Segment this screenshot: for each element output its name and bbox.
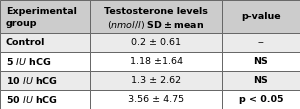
Text: group: group (6, 19, 38, 28)
Text: p < 0.05: p < 0.05 (239, 95, 283, 104)
Text: $\mathbf{5}$ $\mathit{IU}$ $\mathbf{hCG}$: $\mathbf{5}$ $\mathit{IU}$ $\mathbf{hCG}… (6, 56, 51, 67)
Bar (90, 71, 222, 90)
Text: 1.3 ± 2.62: 1.3 ± 2.62 (131, 76, 181, 85)
Text: p-value: p-value (241, 12, 281, 21)
Bar (0, 33, 90, 52)
Text: NS: NS (254, 76, 268, 85)
Bar (90, 52, 222, 71)
Bar (222, 71, 300, 90)
Text: Control: Control (6, 38, 45, 47)
Text: $\mathbf{50}$ $\mathit{IU}$ $\mathbf{hCG}$: $\mathbf{50}$ $\mathit{IU}$ $\mathbf{hCG… (6, 94, 58, 105)
Bar (0, 52, 90, 71)
Text: $\mathbf{10}$ $\mathit{IU}$ $\mathbf{hCG}$: $\mathbf{10}$ $\mathit{IU}$ $\mathbf{hCG… (6, 75, 58, 86)
Bar (0, 0, 90, 33)
Text: Experimental: Experimental (6, 7, 77, 16)
Text: NS: NS (254, 57, 268, 66)
Text: 3.56 ± 4.75: 3.56 ± 4.75 (128, 95, 184, 104)
Bar (90, 0, 222, 33)
Bar (0, 90, 90, 109)
Text: 0.2 ± 0.61: 0.2 ± 0.61 (131, 38, 181, 47)
Text: Testosterone levels: Testosterone levels (104, 7, 208, 16)
Bar (222, 90, 300, 109)
Text: $\mathit{(nmol/l)}$ $\mathbf{SD \pm mean}$: $\mathit{(nmol/l)}$ $\mathbf{SD \pm mean… (107, 19, 205, 31)
Text: 1.18 ±1.64: 1.18 ±1.64 (130, 57, 182, 66)
Text: --: -- (258, 38, 264, 47)
Bar (222, 0, 300, 33)
Bar (90, 33, 222, 52)
Bar (0, 71, 90, 90)
Bar (90, 90, 222, 109)
Bar (222, 52, 300, 71)
Bar (222, 33, 300, 52)
